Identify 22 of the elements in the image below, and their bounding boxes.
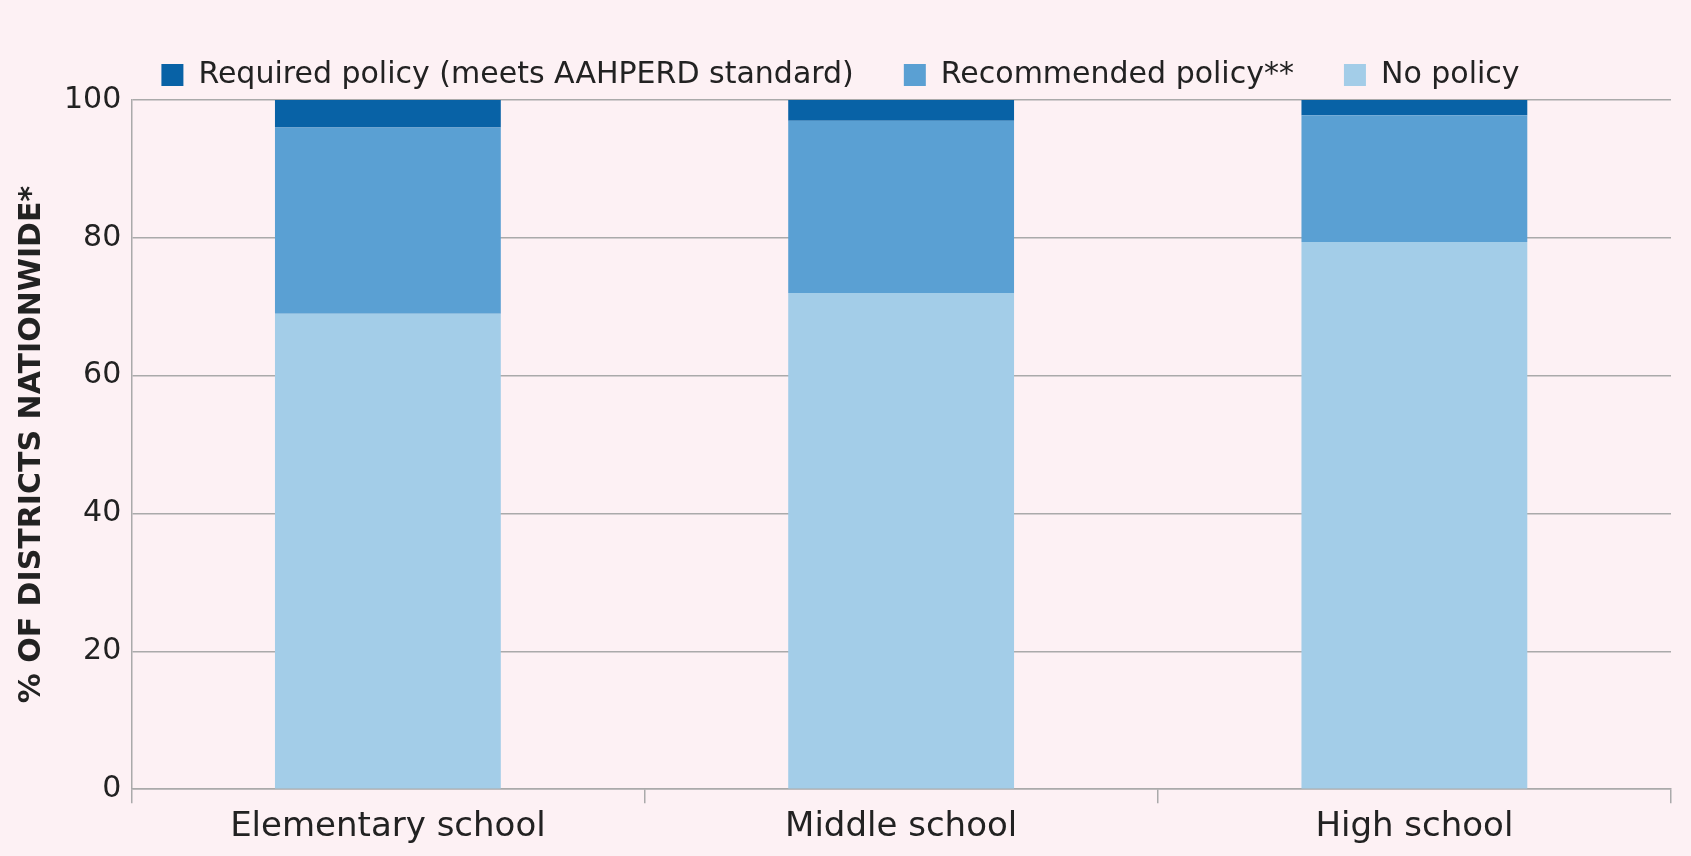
y-tick-label: 20 [83,631,122,667]
bar [274,100,501,128]
bar [788,100,1015,121]
legend-label: No policy [1380,54,1520,90]
x-tick-label: Elementary school [230,804,546,845]
bar [1301,100,1528,116]
x-tick-label: Middle school [785,804,1018,845]
y-tick-label: 80 [83,217,122,253]
legend-label: Required policy (meets AAHPERD standard) [198,54,854,90]
bar [1301,115,1528,242]
legend-label: Recommended policy** [940,54,1294,90]
bar [274,313,501,789]
y-tick-label: 40 [83,493,122,529]
y-axis-title: % OF DISTRICTS NATIONWIDE* [11,185,47,704]
y-tick-label: 0 [102,769,122,804]
y-tick-label: 100 [64,79,122,115]
x-tick-label: High school [1315,804,1514,845]
bar [788,120,1015,293]
bar [1301,241,1528,789]
bar [788,292,1015,789]
y-tick-label: 60 [83,355,122,391]
bar [274,127,501,314]
